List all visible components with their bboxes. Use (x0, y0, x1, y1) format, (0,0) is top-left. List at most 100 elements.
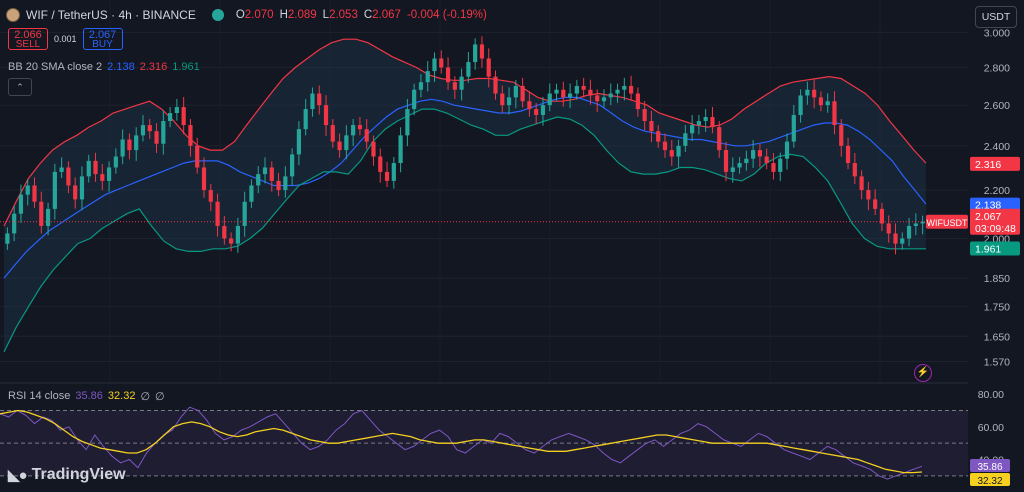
buy-button[interactable]: 2.067 BUY (82, 28, 123, 50)
candle (873, 189, 878, 216)
candle (486, 48, 491, 88)
candle (79, 166, 85, 211)
candle (351, 119, 356, 147)
candle (432, 52, 437, 82)
candle (866, 181, 871, 211)
bb-upper-line (3, 38, 927, 227)
candle-body (662, 141, 668, 151)
candle-body (737, 163, 742, 168)
candle-body (201, 167, 207, 191)
candle (751, 140, 756, 168)
candle-body (554, 89, 559, 94)
candle (12, 205, 17, 242)
candle-body (195, 145, 200, 168)
candle-body (751, 150, 756, 159)
lightning-icon[interactable]: ⚡ (914, 364, 932, 382)
candle-body (134, 135, 139, 151)
candle (290, 148, 295, 186)
candle (825, 93, 830, 113)
candle (812, 79, 817, 109)
candle-body (581, 85, 586, 90)
candle-body (398, 135, 403, 164)
candle (154, 123, 159, 153)
candle-body (351, 125, 356, 136)
candle (5, 227, 10, 250)
brand-name: TradingView (31, 466, 126, 483)
candle (45, 202, 51, 236)
candle (195, 137, 200, 174)
tradingview-logo[interactable]: ◣● TradingView (8, 466, 126, 484)
candle-body (534, 109, 539, 116)
price-tick-label: 1.850 (984, 273, 1010, 285)
candle (283, 166, 288, 198)
candle (493, 70, 498, 100)
candle (167, 106, 173, 128)
candle-body (418, 82, 424, 90)
rsi-pane (0, 406, 968, 480)
candle (479, 36, 485, 68)
symbol-title[interactable]: WIF / TetherUS · 4h · BINANCE (26, 8, 196, 22)
candle-body (412, 89, 417, 110)
candle-body (588, 89, 593, 96)
currency-button[interactable]: USDT (975, 6, 1017, 28)
rsi-legend[interactable]: RSI 14 close 35.86 32.32 ∅ ∅ (8, 390, 165, 403)
candle-body (106, 167, 112, 181)
candle-body (181, 107, 186, 126)
candle-body (615, 89, 620, 94)
candle (120, 129, 125, 165)
candle-body (337, 141, 342, 151)
candle (303, 99, 308, 136)
candle-body (378, 156, 383, 172)
candle-body (445, 67, 451, 83)
candle-body (574, 85, 579, 94)
sell-button[interactable]: 2.066 SELL (8, 28, 48, 50)
candle (412, 83, 417, 116)
candle-body (866, 190, 871, 200)
bb-basis-value: 2.138 (107, 61, 135, 73)
candle (859, 170, 864, 200)
candle (262, 157, 268, 184)
candle (86, 154, 91, 183)
candle-body (127, 139, 132, 151)
candle-body (710, 117, 715, 128)
candle (676, 139, 681, 168)
candle (161, 110, 166, 155)
candlestick-series (5, 36, 925, 255)
candle (113, 148, 118, 174)
market-status-icon[interactable] (211, 9, 224, 21)
candle (337, 133, 342, 158)
bb-lower-price-label: 1.961 (975, 244, 1001, 256)
chart-header: WIF / TetherUS · 4h · BINANCE O2.070 H2.… (6, 6, 487, 24)
candle (52, 163, 57, 220)
candle-body (859, 176, 864, 191)
rsi-value-label: 35.86 (977, 462, 1002, 473)
candle (886, 215, 891, 243)
candle (683, 125, 688, 152)
ohlc-values: O2.070 H2.089 L2.053 C2.067 -0.004 (-0.1… (235, 9, 487, 21)
candle-body (656, 131, 661, 142)
price-axis: 3.0002.8002.6002.4002.2002.0001.8501.750… (926, 0, 1024, 492)
chevron-up-icon[interactable]: ⌃ (8, 78, 32, 96)
candle-body (622, 85, 627, 90)
candle-body (906, 225, 912, 239)
wif-coin-icon (6, 8, 20, 22)
candle-body (59, 167, 64, 172)
candle-body (45, 208, 51, 226)
rsi-ma-value-label-bg (970, 473, 1010, 486)
candle (425, 61, 430, 92)
candle-body (886, 223, 891, 234)
candle (622, 77, 627, 101)
candle-body (120, 139, 125, 157)
candle (256, 166, 261, 194)
bb-legend[interactable]: BB 20 SMA close 2 2.138 2.316 1.961 (8, 61, 200, 73)
candle (378, 148, 383, 183)
candle-body (805, 89, 810, 96)
candle-body (215, 201, 220, 226)
candle (567, 83, 573, 109)
candle-body (473, 44, 478, 63)
candle (473, 38, 478, 70)
candle (66, 161, 71, 194)
candle (344, 125, 349, 160)
